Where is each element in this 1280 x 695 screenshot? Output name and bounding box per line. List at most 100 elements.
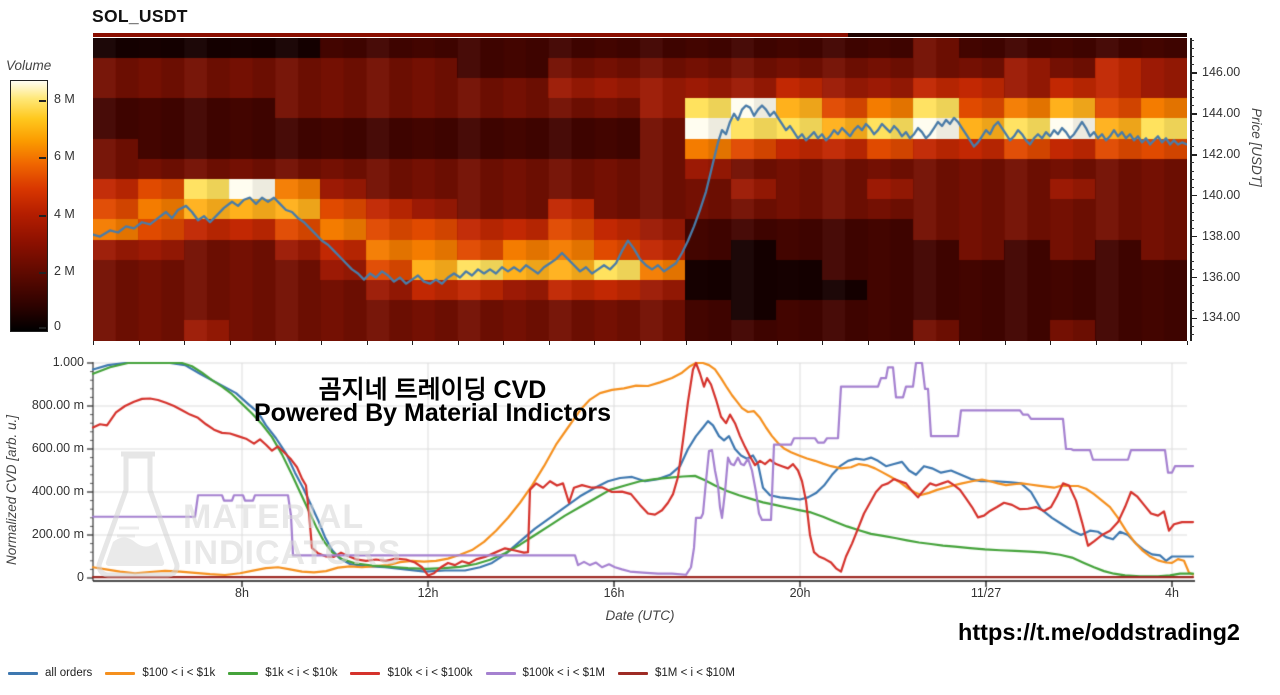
price-axis-minor-tick (1190, 55, 1194, 57)
legend-label: $10k < i < $100k (387, 667, 473, 679)
price-axis-minor-tick (1190, 39, 1194, 41)
colorbar-tick-label: 0 (54, 319, 61, 333)
price-axis-minor-tick (1190, 285, 1194, 287)
price-axis-major-tick (1190, 194, 1197, 197)
legend-item[interactable]: $100 < i < $1k (105, 667, 215, 679)
price-axis-minor-tick (1190, 121, 1194, 123)
legend-item[interactable]: $1k < i < $10k (228, 667, 337, 679)
price-axis-minor-tick (1190, 64, 1194, 66)
price-axis-major-tick (1190, 235, 1197, 238)
price-axis-minor-tick (1190, 96, 1194, 98)
heatmap-hour-tick (412, 341, 414, 345)
price-axis-minor-tick (1190, 244, 1194, 246)
legend-swatch-icon (350, 671, 381, 675)
colorbar-tick-label: 6 M (54, 149, 75, 163)
legend-swatch-icon (485, 671, 516, 675)
heatmap-hour-tick (138, 341, 140, 345)
cvd-y-tick-label: 800.00 m (31, 398, 84, 412)
cvd-y-tick-label: 400.00 m (31, 484, 84, 498)
flask-icon (96, 451, 180, 578)
cvd-x-tick-label: 20h (789, 586, 811, 600)
cvd-y-tick-label: 600.00 m (31, 441, 84, 455)
price-axis-minor-tick (1190, 326, 1194, 328)
colorbar-tick (39, 100, 46, 102)
heatmap-hour-tick (1187, 341, 1188, 345)
cvd-y-tick-label: 200.00 m (31, 527, 84, 541)
overlay-caption-powered-by: Powered By Material Indictors (253, 399, 612, 427)
heatmap-hour-tick (503, 341, 505, 345)
heatmap-hour-tick (731, 341, 733, 345)
heatmap-hour-tick (1050, 341, 1052, 345)
price-axis-minor-tick (1190, 293, 1194, 295)
colorbar-tick-label: 2 M (54, 264, 75, 278)
heatmap-hour-tick (1004, 341, 1006, 345)
cvd-x-tick-label: 11/27 (970, 586, 1002, 600)
legend-item[interactable]: $10k < i < $100k (350, 667, 473, 679)
watermark-text-line1: MATERIAL (183, 498, 365, 536)
legend-label: $1M < i < $10M (655, 667, 735, 679)
colorbar-tick (39, 215, 46, 217)
legend-swatch-icon (105, 671, 136, 675)
price-axis-minor-tick (1190, 47, 1194, 49)
price-axis-tick-label: 136.00 (1202, 269, 1241, 284)
price-axis-major-tick (1190, 153, 1197, 156)
legend-item[interactable]: all orders (8, 667, 92, 679)
price-axis-minor-tick (1190, 137, 1194, 139)
price-axis-minor-tick (1190, 88, 1194, 90)
price-axis-minor-tick (1190, 105, 1194, 107)
heatmap-hour-tick (320, 341, 322, 345)
colorbar-tick (39, 327, 46, 329)
cvd-x-tick-label: 16h (603, 586, 625, 600)
volume-colorbar-label: Volume (6, 58, 52, 73)
chart-title: SOL_USDT (92, 6, 188, 26)
cvd-x-tick-label: 4h (1165, 586, 1179, 600)
colorbar-tick (39, 272, 46, 274)
price-axis-tick-label: 142.00 (1202, 146, 1241, 161)
heatmap-hour-tick (867, 341, 869, 345)
heatmap-hour-tick (229, 341, 231, 345)
price-axis-major-tick (1190, 276, 1197, 279)
colorbar-tick-label: 4 M (54, 207, 75, 221)
legend-item[interactable]: $100k < i < $1M (485, 667, 605, 679)
telegram-url[interactable]: https://t.me/oddstrading2 (958, 619, 1240, 645)
price-axis-minor-tick (1190, 162, 1194, 164)
cvd-y-axis-title: Normalized CVD [arb. u.] (4, 414, 19, 565)
colorbar-tick (39, 157, 46, 159)
volume-heatmap-chart[interactable] (93, 38, 1187, 341)
heatmap-hour-tick (822, 341, 824, 345)
heatmap-hour-tick (640, 341, 641, 345)
heatmap-hour-tick (275, 341, 277, 345)
price-axis-minor-tick (1190, 219, 1194, 221)
price-axis-minor-tick (1190, 186, 1194, 188)
price-axis-major-tick (1190, 317, 1197, 320)
heatmap-hour-tick (685, 341, 687, 345)
price-axis-major-tick (1190, 113, 1197, 115)
heatmap-top-strip (93, 33, 1187, 37)
price-axis-minor-tick (1190, 260, 1194, 262)
price-axis-tick-label: 146.00 (1202, 64, 1241, 79)
price-axis-minor-tick (1190, 170, 1194, 172)
overlay-caption-korean: 곰지네 트레이딩 CVD (318, 376, 547, 404)
heatmap-hour-tick (366, 341, 368, 345)
price-axis-minor-tick (1190, 252, 1194, 254)
price-axis-tick-label: 134.00 (1202, 310, 1241, 325)
legend-label: all orders (45, 667, 93, 679)
price-axis-tick-label: 140.00 (1202, 187, 1241, 202)
cvd-y-tick-label: 0 (77, 570, 84, 584)
cvd-x-tick-label: 8h (235, 586, 249, 600)
price-axis-minor-tick (1190, 203, 1194, 205)
price-axis-spine (1190, 38, 1192, 341)
price-axis-major-tick (1190, 72, 1197, 74)
heatmap-hour-tick (457, 341, 459, 345)
price-axis-tick-label: 144.00 (1202, 105, 1241, 120)
cvd-line-chart[interactable] (85, 356, 1203, 588)
watermark-text-line2: INDICATORS (183, 534, 402, 572)
heatmap-hour-tick (1095, 341, 1097, 345)
heatmap-hour-tick (184, 341, 186, 345)
legend-label: $100k < i < $1M (522, 667, 605, 679)
price-axis-minor-tick (1190, 227, 1194, 229)
legend-item[interactable]: $1M < i < $10M (618, 667, 735, 679)
heatmap-hour-tick (594, 341, 596, 345)
heatmap-hour-tick (959, 341, 961, 345)
